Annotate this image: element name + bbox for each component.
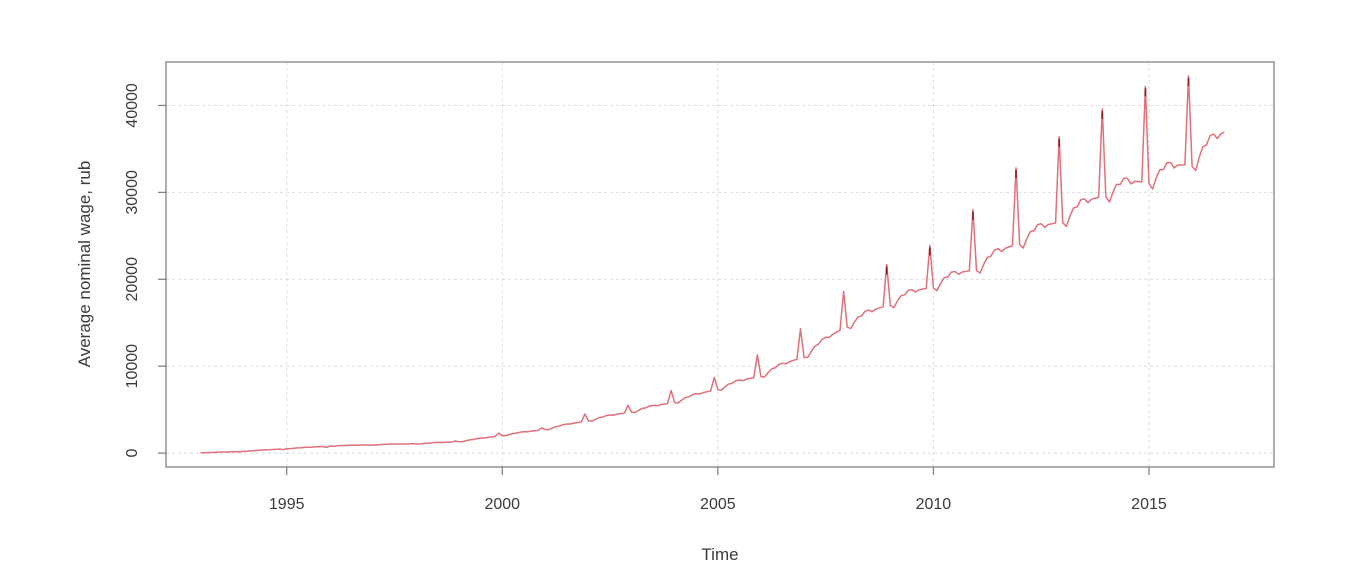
- x-tick-label: 2000: [484, 496, 520, 513]
- gridlines: [166, 62, 1274, 467]
- y-tick-label: 0: [124, 449, 141, 458]
- wage-series-line: [200, 75, 1225, 454]
- y-tick-label: 30000: [124, 170, 141, 215]
- y-axis-title: Average nominal wage, rub: [75, 161, 94, 368]
- x-axis: 1995 2000 2005 2010 2015: [269, 467, 1167, 513]
- x-tick-label: 2010: [916, 496, 952, 513]
- y-tick-label: 10000: [124, 344, 141, 389]
- y-axis: 0 10000 20000 30000 40000: [124, 83, 166, 458]
- x-tick-label: 2005: [700, 496, 736, 513]
- plot-frame: [165, 61, 1275, 468]
- y-tick-label: 40000: [124, 83, 141, 128]
- x-tick-label: 1995: [269, 496, 305, 513]
- y-tick-label: 20000: [124, 257, 141, 302]
- x-axis-title: Time: [701, 545, 738, 564]
- series-line-group: [200, 75, 1225, 454]
- x-tick-label: 2015: [1131, 496, 1167, 513]
